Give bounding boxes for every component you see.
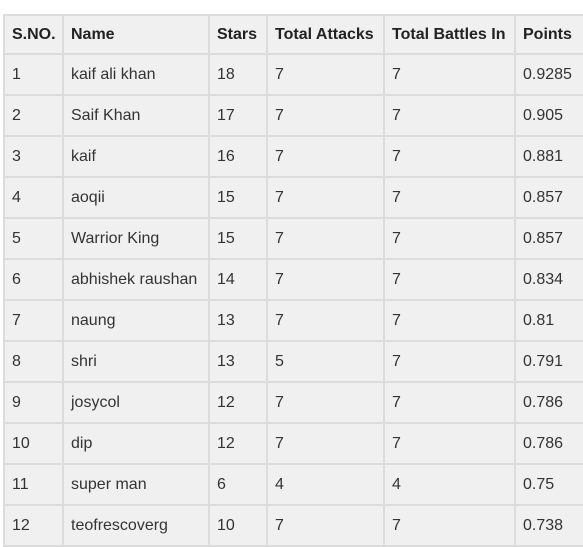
cell-total-battles-in: 7: [385, 137, 516, 178]
cell-serial-number: 12: [5, 506, 64, 547]
cell-total-attacks: 5: [268, 342, 385, 383]
header-points: Points: [516, 16, 583, 55]
cell-serial-number: 10: [5, 424, 64, 465]
cell-stars: 15: [210, 219, 268, 260]
cell-points: 0.791: [516, 342, 583, 383]
cell-points: 0.786: [516, 424, 583, 465]
cell-serial-number: 4: [5, 178, 64, 219]
cell-name: Saif Khan: [64, 96, 210, 137]
cell-serial-number: 8: [5, 342, 64, 383]
cell-total-battles-in: 7: [385, 55, 516, 96]
cell-stars: 6: [210, 465, 268, 506]
table-row: 12 teofrescoverg 10 7 7 0.738: [5, 506, 583, 547]
header-row: S.NO. Name Stars Total Attacks Total Bat…: [5, 16, 583, 55]
cell-points: 0.857: [516, 178, 583, 219]
cell-name: abhishek raushan: [64, 260, 210, 301]
cell-serial-number: 9: [5, 383, 64, 424]
table-row: 9 josycol 12 7 7 0.786: [5, 383, 583, 424]
cell-stars: 14: [210, 260, 268, 301]
cell-total-battles-in: 7: [385, 96, 516, 137]
leaderboard-table: S.NO. Name Stars Total Attacks Total Bat…: [3, 14, 583, 547]
cell-points: 0.857: [516, 219, 583, 260]
cell-total-battles-in: 7: [385, 301, 516, 342]
table-row: 3 kaif 16 7 7 0.881: [5, 137, 583, 178]
cell-name: kaif: [64, 137, 210, 178]
cell-total-attacks: 7: [268, 55, 385, 96]
cell-points: 0.81: [516, 301, 583, 342]
cell-stars: 12: [210, 383, 268, 424]
cell-stars: 12: [210, 424, 268, 465]
cell-serial-number: 6: [5, 260, 64, 301]
cell-name: shri: [64, 342, 210, 383]
cell-total-battles-in: 7: [385, 260, 516, 301]
cell-total-attacks: 4: [268, 465, 385, 506]
cell-name: josycol: [64, 383, 210, 424]
cell-total-attacks: 7: [268, 96, 385, 137]
cell-points: 0.881: [516, 137, 583, 178]
cell-total-attacks: 7: [268, 424, 385, 465]
table-row: 8 shri 13 5 7 0.791: [5, 342, 583, 383]
table-body: 1 kaif ali khan 18 7 7 0.9285 2 Saif Khan 17 7 7 0.…: [5, 55, 583, 547]
cell-serial-number: 2: [5, 96, 64, 137]
table-row: 1 kaif ali khan 18 7 7 0.9285: [5, 55, 583, 96]
cell-points: 0.9285: [516, 55, 583, 96]
header-total-battles-in: Total Battles In: [385, 16, 516, 55]
cell-name: Warrior King: [64, 219, 210, 260]
header-stars: Stars: [210, 16, 268, 55]
cell-serial-number: 1: [5, 55, 64, 96]
cell-total-attacks: 7: [268, 178, 385, 219]
table-row: 11 super man 6 4 4 0.75: [5, 465, 583, 506]
cell-serial-number: 5: [5, 219, 64, 260]
cell-name: super man: [64, 465, 210, 506]
table-row: 4 aoqii 15 7 7 0.857: [5, 178, 583, 219]
cell-total-battles-in: 7: [385, 383, 516, 424]
header-serial-number: S.NO.: [5, 16, 64, 55]
cell-name: dip: [64, 424, 210, 465]
cell-points: 0.786: [516, 383, 583, 424]
cell-total-battles-in: 7: [385, 178, 516, 219]
cell-name: aoqii: [64, 178, 210, 219]
cell-total-attacks: 7: [268, 506, 385, 547]
cell-stars: 18: [210, 55, 268, 96]
table-row: 5 Warrior King 15 7 7 0.857: [5, 219, 583, 260]
table-row: 7 naung 13 7 7 0.81: [5, 301, 583, 342]
cell-total-attacks: 7: [268, 137, 385, 178]
cell-points: 0.834: [516, 260, 583, 301]
cell-serial-number: 7: [5, 301, 64, 342]
cell-stars: 16: [210, 137, 268, 178]
cell-total-attacks: 7: [268, 301, 385, 342]
cell-name: kaif ali khan: [64, 55, 210, 96]
cell-total-attacks: 7: [268, 383, 385, 424]
header-name: Name: [64, 16, 210, 55]
cell-total-battles-in: 4: [385, 465, 516, 506]
header-total-attacks: Total Attacks: [268, 16, 385, 55]
cell-total-battles-in: 7: [385, 342, 516, 383]
cell-total-attacks: 7: [268, 219, 385, 260]
cell-total-attacks: 7: [268, 260, 385, 301]
cell-name: teofrescoverg: [64, 506, 210, 547]
table-row: 2 Saif Khan 17 7 7 0.905: [5, 96, 583, 137]
cell-points: 0.738: [516, 506, 583, 547]
cell-stars: 15: [210, 178, 268, 219]
cell-stars: 10: [210, 506, 268, 547]
cell-points: 0.75: [516, 465, 583, 506]
cell-total-battles-in: 7: [385, 424, 516, 465]
table-row: 6 abhishek raushan 14 7 7 0.834: [5, 260, 583, 301]
cell-serial-number: 11: [5, 465, 64, 506]
cell-stars: 13: [210, 301, 268, 342]
cell-name: naung: [64, 301, 210, 342]
cell-total-battles-in: 7: [385, 219, 516, 260]
cell-total-battles-in: 7: [385, 506, 516, 547]
table-row: 10 dip 12 7 7 0.786: [5, 424, 583, 465]
cell-stars: 13: [210, 342, 268, 383]
cell-serial-number: 3: [5, 137, 64, 178]
table-header: S.NO. Name Stars Total Attacks Total Bat…: [5, 16, 583, 55]
cell-points: 0.905: [516, 96, 583, 137]
cell-stars: 17: [210, 96, 268, 137]
